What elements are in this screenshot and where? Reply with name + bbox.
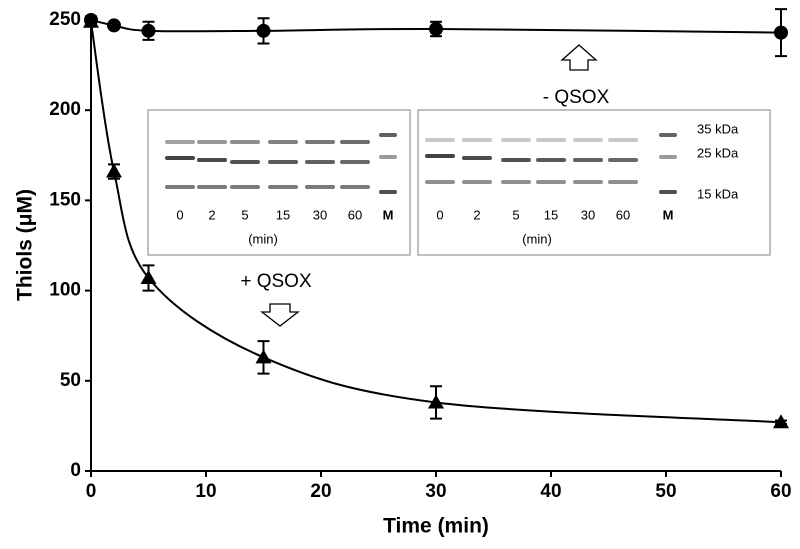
- marker-label: 25 kDa: [697, 145, 739, 160]
- data-point: [773, 414, 789, 429]
- gel-band: [379, 133, 397, 137]
- gel-band: [659, 190, 677, 194]
- lane-label: 2: [208, 207, 215, 222]
- gel-band: [608, 158, 638, 162]
- lane-unit: (min): [522, 231, 552, 246]
- x-tick-label: 0: [86, 481, 97, 502]
- gel-band: [268, 140, 298, 144]
- gel-band: [536, 138, 566, 142]
- arrow: [560, 44, 598, 71]
- gel-band: [165, 140, 195, 144]
- lane-label: 15: [276, 207, 290, 222]
- gel-band: [573, 180, 603, 184]
- gel-band: [425, 180, 455, 184]
- gel-band: [536, 180, 566, 184]
- data-point: [428, 394, 444, 409]
- annotation: - QSOX: [543, 87, 610, 108]
- y-tick-label: 150: [49, 189, 81, 210]
- y-tick-label: 250: [49, 9, 81, 30]
- gel-band: [230, 160, 260, 164]
- data-point: [107, 18, 121, 33]
- gel-inset-box: [147, 109, 411, 256]
- data-point: [774, 25, 788, 40]
- gel-band: [608, 138, 638, 142]
- x-tick-label: 50: [655, 481, 676, 502]
- data-point: [141, 23, 156, 38]
- gel-band: [425, 154, 455, 158]
- gel-band: [340, 160, 370, 164]
- data-point: [106, 163, 122, 178]
- gel-band: [197, 185, 227, 189]
- gel-band: [230, 140, 260, 144]
- x-axis-title: Time (min): [383, 515, 489, 538]
- x-tick-label: 30: [425, 481, 446, 502]
- lane-label: 15: [544, 207, 558, 222]
- x-tick-label: 60: [770, 481, 791, 502]
- gel-band: [462, 138, 492, 142]
- lane-label: 5: [512, 207, 519, 222]
- gel-band: [165, 185, 195, 189]
- data-point: [255, 349, 272, 364]
- lane-label: M: [663, 207, 674, 222]
- gel-band: [268, 160, 298, 164]
- data-point: [429, 22, 443, 37]
- fit-curve: [90, 21, 782, 424]
- gel-band: [165, 156, 195, 160]
- gel-band: [462, 156, 492, 160]
- gel-band: [501, 138, 531, 142]
- lane-label: 5: [241, 207, 248, 222]
- lane-unit: (min): [248, 231, 278, 246]
- gel-band: [197, 158, 227, 162]
- gel-band: [659, 155, 677, 159]
- gel-band: [379, 190, 397, 194]
- gel-band: [379, 155, 397, 159]
- data-point: [140, 269, 157, 284]
- gel-band: [268, 185, 298, 189]
- gel-band: [340, 140, 370, 144]
- y-axis-title: Thiols (μM): [14, 189, 37, 301]
- y-tick-label: 100: [49, 280, 81, 301]
- arrow: [260, 303, 300, 327]
- gel-band: [305, 160, 335, 164]
- x-tick-label: 40: [540, 481, 561, 502]
- y-tick-label: 200: [49, 99, 81, 120]
- gel-band: [608, 180, 638, 184]
- lane-label: 60: [348, 207, 362, 222]
- gel-insets: 0 2 5 15 30 60 M (min) 0 2 5 15 30 60 M (min) 35 kDa 25 k…: [147, 109, 771, 256]
- gel-band: [536, 158, 566, 162]
- lane-label: 30: [313, 207, 327, 222]
- gel-band: [425, 138, 455, 142]
- annotation: + QSOX: [240, 271, 312, 292]
- lane-label: 60: [616, 207, 630, 222]
- gel-band: [501, 180, 531, 184]
- x-tick-label: 10: [195, 481, 216, 502]
- lane-label: 0: [176, 207, 183, 222]
- gel-band: [573, 158, 603, 162]
- gel-band: [659, 133, 677, 137]
- gel-band: [230, 185, 260, 189]
- gel-band: [573, 138, 603, 142]
- gel-band: [305, 140, 335, 144]
- lane-label: 2: [473, 207, 480, 222]
- x-tick-label: 20: [310, 481, 331, 502]
- gel-band: [501, 158, 531, 162]
- gel-band: [340, 185, 370, 189]
- lane-label: 0: [436, 207, 443, 222]
- y-tick-label: 0: [70, 460, 81, 481]
- lane-label: 30: [581, 207, 595, 222]
- lane-label: M: [383, 207, 394, 222]
- gel-band: [197, 140, 227, 144]
- gel-band: [305, 185, 335, 189]
- data-point: [256, 23, 271, 38]
- gel-band: [462, 180, 492, 184]
- data-point: [83, 13, 99, 28]
- marker-label: 35 kDa: [697, 121, 739, 136]
- marker-label: 15 kDa: [697, 186, 739, 201]
- y-tick-label: 50: [60, 370, 81, 391]
